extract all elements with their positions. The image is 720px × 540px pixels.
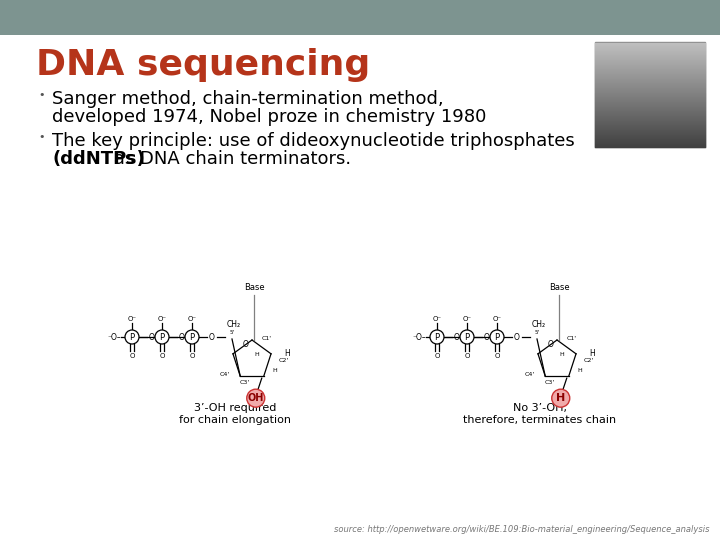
Text: ⁻O–: ⁻O– [412, 333, 426, 341]
Text: P: P [434, 333, 440, 341]
Text: DNA sequencing: DNA sequencing [36, 48, 370, 82]
Text: H: H [559, 352, 564, 357]
Text: OH: OH [248, 393, 264, 403]
Text: C3': C3' [240, 380, 250, 385]
Text: O: O [495, 353, 500, 359]
Text: O⁻: O⁻ [158, 316, 166, 322]
Text: H: H [556, 393, 565, 403]
Text: H: H [577, 368, 582, 373]
Text: O: O [149, 333, 155, 341]
Text: O: O [464, 353, 469, 359]
Text: as DNA chain terminators.: as DNA chain terminators. [108, 150, 351, 168]
Text: O: O [434, 353, 440, 359]
Text: O: O [159, 353, 165, 359]
Text: O: O [454, 333, 460, 341]
Text: O: O [130, 353, 135, 359]
Bar [0, 0, 720, 35]
Text: C2': C2' [279, 358, 289, 363]
Text: P: P [495, 333, 500, 341]
Circle shape [185, 330, 199, 344]
Text: P: P [464, 333, 469, 341]
Text: C1': C1' [567, 335, 577, 341]
Text: •: • [38, 132, 45, 142]
Text: C2': C2' [584, 358, 594, 363]
Text: CH₂: CH₂ [227, 320, 241, 329]
Circle shape [490, 330, 504, 344]
Text: O: O [243, 340, 248, 349]
Circle shape [460, 330, 474, 344]
Text: 3’-OH required
for chain elongation: 3’-OH required for chain elongation [179, 403, 291, 424]
Text: P: P [159, 333, 165, 341]
Text: O⁻: O⁻ [433, 316, 441, 322]
Text: O⁻: O⁻ [187, 316, 197, 322]
Text: P: P [189, 333, 194, 341]
Text: O: O [484, 333, 490, 341]
Text: C3': C3' [544, 380, 554, 385]
Text: ⁻O–: ⁻O– [107, 333, 121, 341]
Text: H: H [273, 368, 277, 373]
Text: H: H [255, 352, 259, 357]
Text: Base: Base [549, 283, 570, 292]
Circle shape [552, 389, 570, 407]
Text: O: O [179, 333, 185, 341]
Text: O: O [514, 333, 520, 341]
Text: O⁻: O⁻ [127, 316, 137, 322]
Text: O⁻: O⁻ [462, 316, 472, 322]
Text: No 3’-OH,
therefore, terminates chain: No 3’-OH, therefore, terminates chain [464, 403, 616, 424]
Text: CH₂: CH₂ [532, 320, 546, 329]
Text: developed 1974, Nobel proze in chemistry 1980: developed 1974, Nobel proze in chemistry… [52, 108, 487, 126]
Text: •: • [38, 90, 45, 100]
Text: The key principle: use of dideoxynucleotide triphosphates: The key principle: use of dideoxynucleot… [52, 132, 575, 150]
Text: C1': C1' [262, 335, 272, 341]
Text: H: H [589, 349, 595, 359]
Circle shape [247, 389, 265, 407]
Text: (ddNTPs): (ddNTPs) [52, 150, 145, 168]
Text: 5': 5' [230, 330, 235, 335]
Text: O: O [547, 340, 554, 349]
Circle shape [430, 330, 444, 344]
Text: O: O [209, 333, 215, 341]
Text: C4': C4' [525, 372, 535, 377]
Text: 5': 5' [535, 330, 540, 335]
Circle shape [155, 330, 169, 344]
Text: source: http://openwetware.org/wiki/BE.109:Bio-material_engineering/Sequence_ana: source: http://openwetware.org/wiki/BE.1… [335, 525, 710, 534]
Text: H: H [284, 349, 290, 359]
Text: P: P [130, 333, 135, 341]
Text: O: O [189, 353, 194, 359]
Text: Sanger method, chain-termination method,: Sanger method, chain-termination method, [52, 90, 444, 108]
Text: Base: Base [243, 283, 264, 292]
Text: O⁻: O⁻ [492, 316, 502, 322]
Circle shape [125, 330, 139, 344]
Bar [595, 42, 705, 147]
Text: C4': C4' [220, 372, 230, 377]
